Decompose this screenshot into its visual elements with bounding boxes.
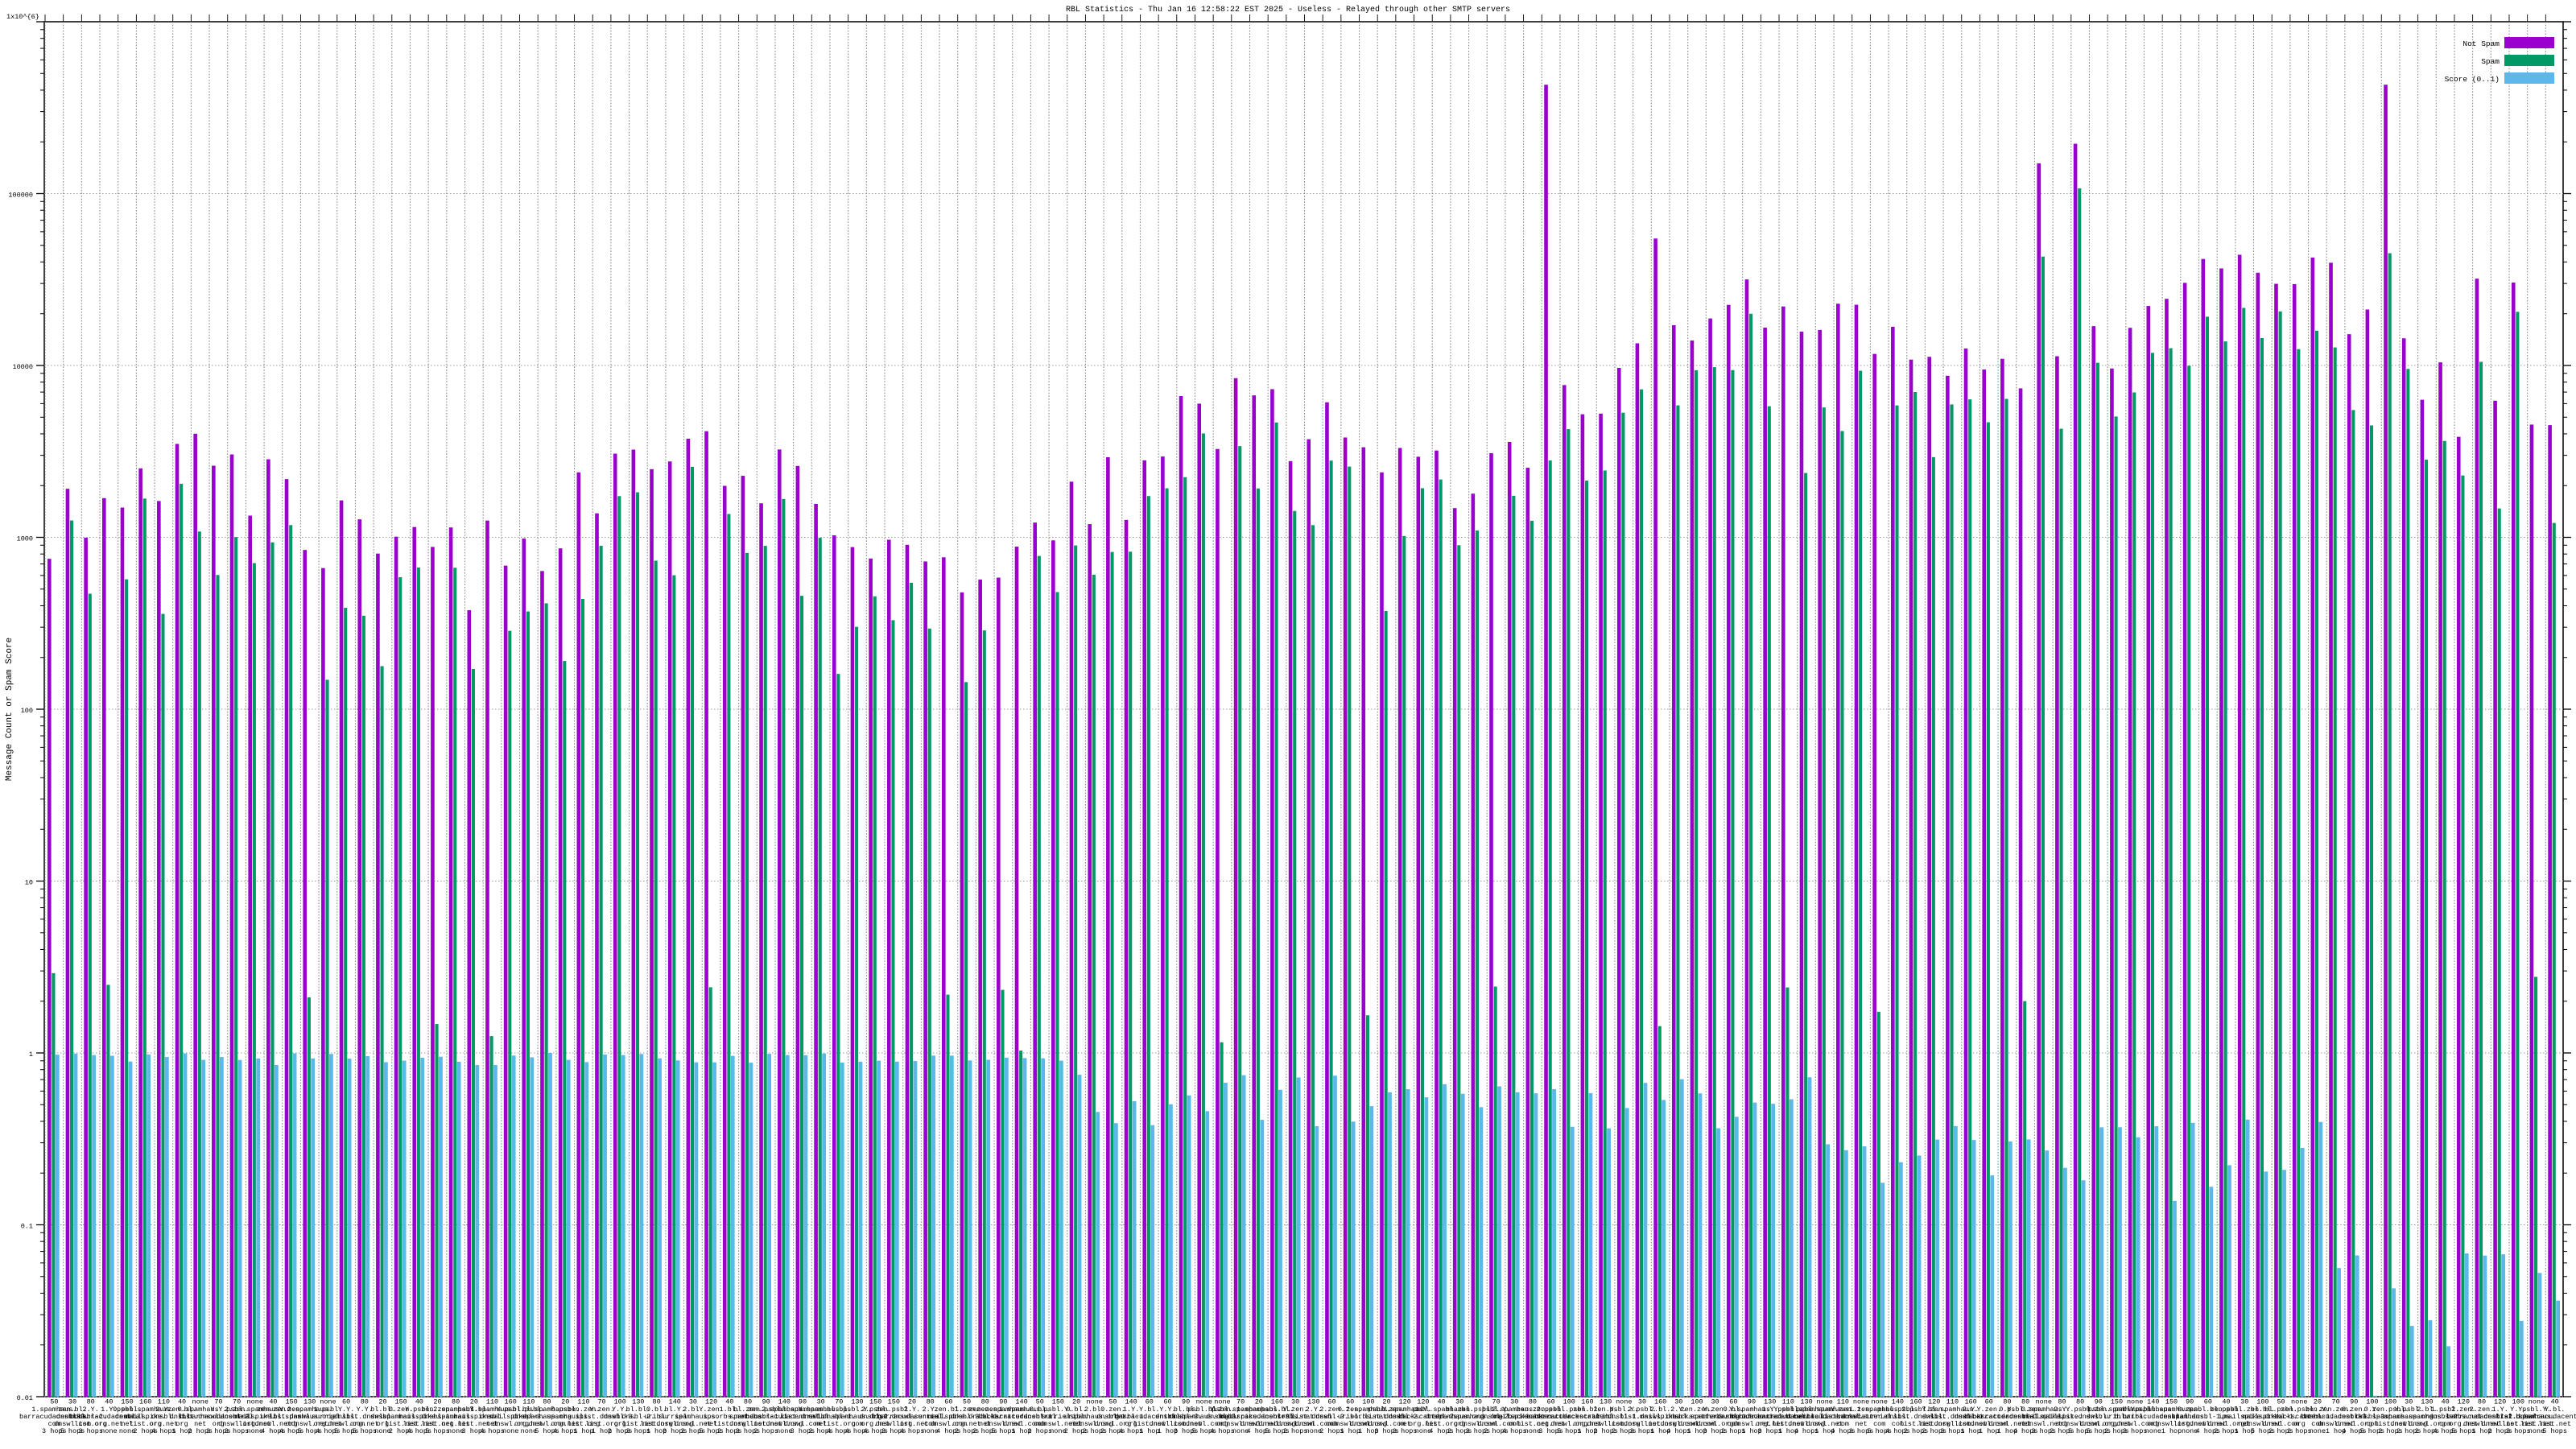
svg-text:Score (0..1): Score (0..1) [2445,75,2500,84]
svg-text:0.1: 0.1 [21,1223,33,1231]
svg-text:Spam: Spam [2481,57,2500,66]
svg-text:3 hops: 3 hops [2506,1427,2531,1435]
svg-text:3 hops: 3 hops [1393,1427,1418,1435]
svg-text:2 hops: 2 hops [753,1427,778,1435]
svg-text:none: none [502,1427,518,1435]
svg-text:1 hop: 1 hop [2161,1427,2182,1435]
svg-text:5 hops: 5 hops [425,1427,450,1435]
svg-text:1 hop: 1 hop [1979,1427,2000,1435]
svg-text:1 hop: 1 hop [1139,1427,1160,1435]
svg-text:100000: 100000 [8,192,33,200]
svg-text:4 hops: 4 hops [1210,1427,1235,1435]
svg-text:10: 10 [25,879,33,887]
svg-text:10000: 10000 [12,363,33,371]
svg-text:2 hops: 2 hops [1027,1427,1052,1435]
svg-text:none: none [101,1427,117,1435]
svg-text:2 hops: 2 hops [1283,1427,1308,1435]
svg-text:5 hops: 5 hops [2542,1427,2567,1435]
svg-text:Not Spam: Not Spam [2462,39,2500,48]
svg-text:Message Count or Spam Score: Message Count or Spam Score [5,638,14,781]
svg-text:0.01: 0.01 [17,1394,33,1402]
svg-text:1x10^{6}: 1x10^{6} [6,13,39,21]
svg-text:4 hops: 4 hops [900,1427,925,1435]
svg-text:3 hops: 3 hops [225,1427,250,1435]
svg-text:1: 1 [29,1051,33,1059]
svg-text:5 hops: 5 hops [352,1427,377,1435]
svg-text:1000: 1000 [17,535,33,543]
svg-text:3 hops: 3 hops [78,1427,103,1435]
svg-text:2 hops: 2 hops [2287,1427,2312,1435]
svg-text:none: none [2310,1427,2326,1435]
svg-text:3 hops: 3 hops [2123,1427,2148,1435]
svg-text:none: none [2145,1427,2161,1435]
svg-text:4 hops: 4 hops [1502,1427,1527,1435]
svg-text:4 hops: 4 hops [480,1427,505,1435]
svg-text:100: 100 [21,707,33,715]
